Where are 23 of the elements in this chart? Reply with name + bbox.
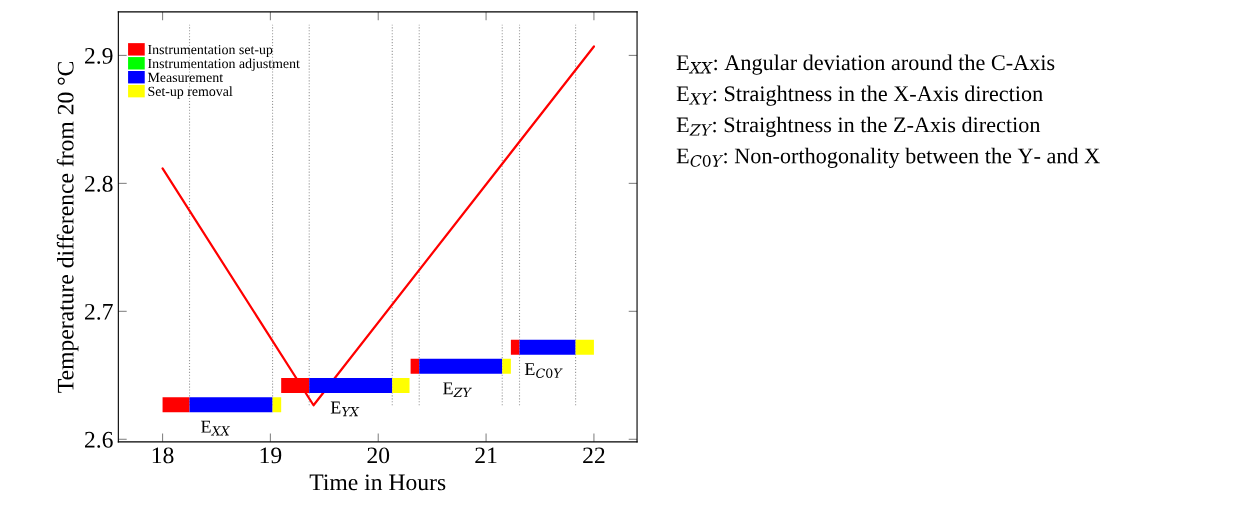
legend-label: Measurement — [147, 72, 224, 83]
y-tick-label: 2.9 — [85, 47, 113, 64]
x-tick-label: 20 — [367, 447, 390, 464]
x-tick-label: 18 — [152, 447, 174, 464]
x-tick-label: 22 — [583, 447, 605, 464]
y-tick-label: 2.6 — [85, 431, 113, 448]
x-tick-label: 19 — [260, 447, 282, 464]
annotation: E$_{XX}$ — [201, 420, 231, 436]
text: E$_{ZY}$: Straightness in the Z-Axis direction — [676, 116, 1041, 137]
text: E$_{C0Y}$: Non-orthogonality between the Y- and X — [676, 147, 1100, 168]
y-axis-title: Temperature difference from 20 °C — [56, 61, 79, 393]
legend-label: Set-up removal — [148, 86, 233, 99]
y-tick-label: 2.7 — [85, 303, 113, 320]
annotation: E$_{YX}$ — [330, 401, 360, 417]
y-tick-label: 2.8 — [85, 175, 113, 192]
x-tick-label: 21 — [475, 447, 497, 464]
legend-label: Instrumentation set-up — [148, 44, 273, 58]
legend-label: Instrumentation adjustment — [148, 58, 300, 71]
x-axis-title: Time in Hours — [309, 474, 446, 491]
text: E$_{XY}$: Straightness in the X-Axis direction — [676, 85, 1043, 106]
annotation: E$_{ZY}$ — [443, 382, 472, 398]
annotation: E$_{C0Y}$ — [524, 363, 563, 379]
text: E$_{XX}$: Angular deviation around the C-Axis — [676, 54, 1055, 75]
